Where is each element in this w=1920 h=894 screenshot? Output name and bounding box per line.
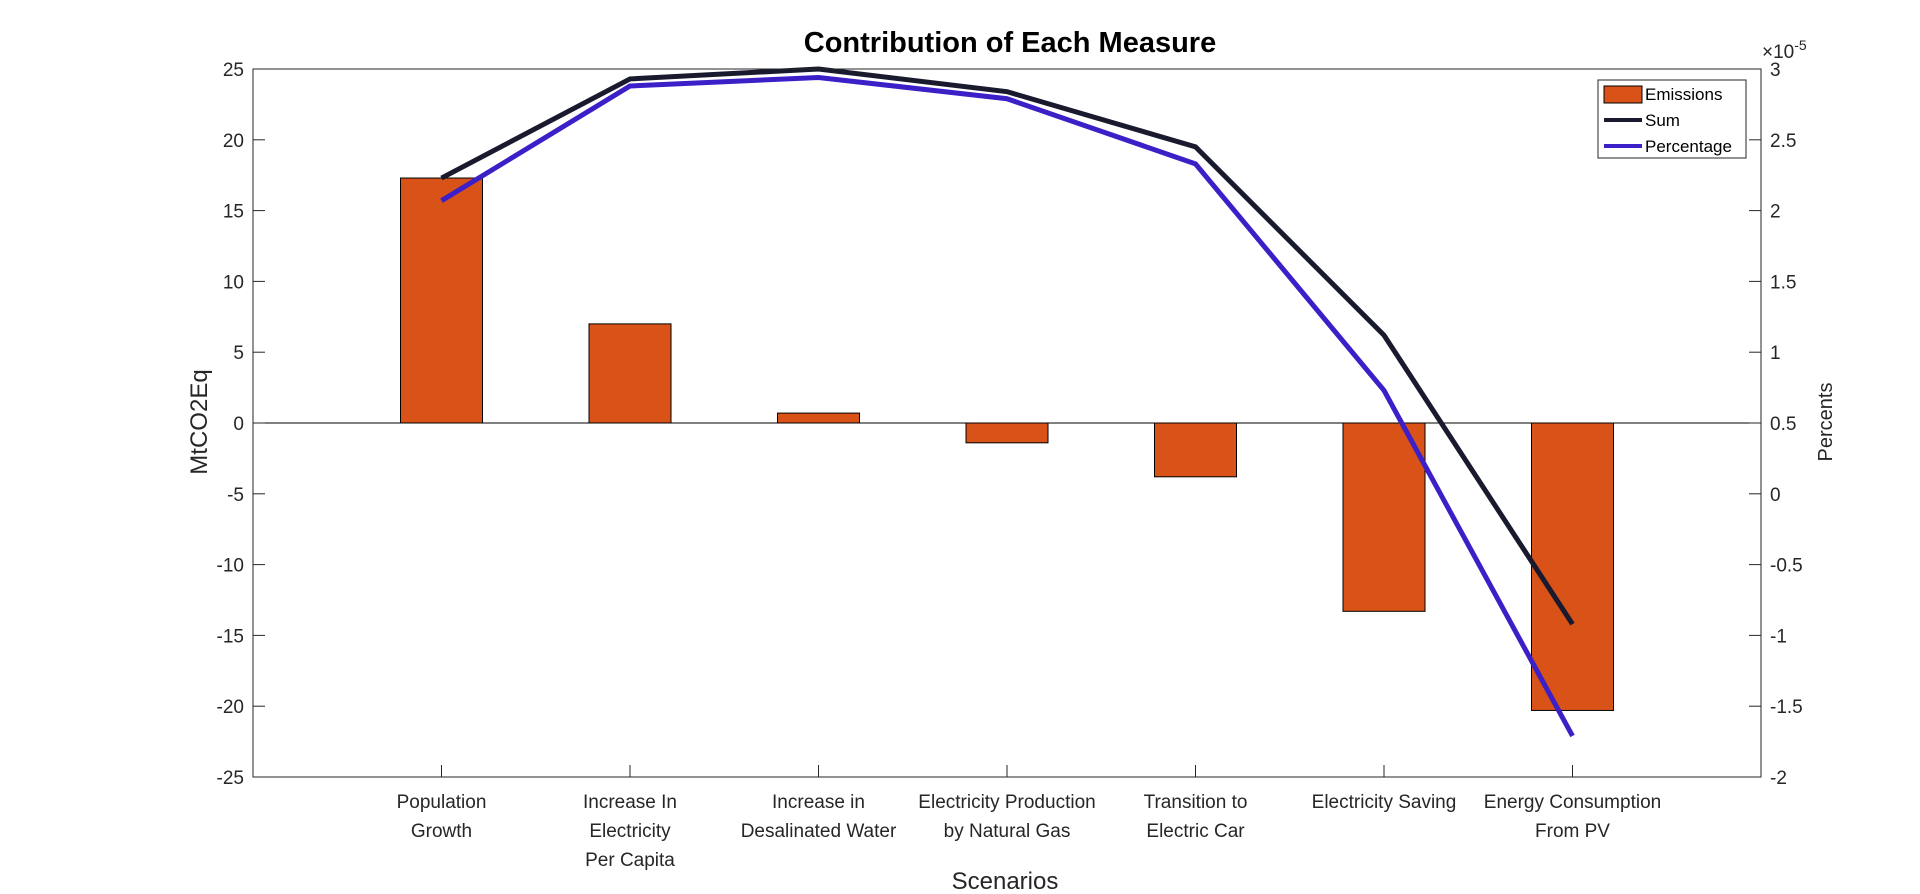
y-tick-label-3: 10 [223, 272, 244, 293]
legend-swatch-emissions [1603, 85, 1643, 104]
y-tick-label-5: 0 [233, 414, 244, 435]
x-tick-label-1: Increase In Electricity Per Capita [583, 792, 677, 871]
y2-tick-label-6: 0 [1770, 485, 1781, 506]
legend-label-percentage: Percentage [1645, 137, 1732, 156]
x-tick-label-line: Electricity Saving [1312, 792, 1457, 813]
legend: Emissions Sum Percentage [1597, 79, 1747, 159]
y2-tick-label-1: 2.5 [1770, 131, 1796, 152]
x-tick-label-line: Population [397, 792, 487, 813]
bar-3 [965, 422, 1049, 444]
y2-tick-label-9: -1.5 [1770, 697, 1803, 718]
y-tick-label-9: -20 [217, 697, 244, 718]
x-tick-label-line: Energy Consumption [1484, 792, 1661, 813]
y2-tick-label-8: -1 [1770, 626, 1787, 647]
y2-exponent-label: ×10-5 [1762, 37, 1807, 63]
bar-6 [1531, 422, 1614, 711]
x-tick-label-2: Increase in Desalinated Water [741, 792, 897, 842]
line-percentage [440, 74, 1575, 738]
y2-tick-label-0: 3 [1770, 60, 1781, 81]
x-tick-label-line: From PV [1535, 821, 1610, 842]
x-tick-label-line: Per Capita [585, 850, 675, 871]
y-tick-label-8: -15 [217, 626, 244, 647]
x-tick-label-4: Transition to Electric Car [1144, 792, 1248, 842]
x-tick-label-line: Increase In [583, 792, 677, 813]
y-tick-label-2: 15 [223, 202, 244, 223]
y-tick-label-0: 25 [223, 60, 244, 81]
legend-label-sum: Sum [1645, 111, 1680, 130]
x-tick-label-line: Transition to [1144, 792, 1248, 813]
y-tick-label-6: -5 [227, 485, 244, 506]
x-tick-label-6: Energy Consumption From PV [1484, 792, 1661, 842]
x-tick-label-5: Electricity Saving [1312, 792, 1457, 813]
y2-tick-label-5: 0.5 [1770, 414, 1796, 435]
x-tick-label-0: Population Growth [397, 792, 487, 842]
bar-2 [777, 412, 860, 424]
x-tick-label-line: Electric Car [1146, 821, 1245, 842]
x-tick-label-line: Electricity [589, 821, 671, 842]
x-tick-label-3: Electricity Production by Natural Gas [918, 792, 1095, 842]
y-axis-label: MtCO2Eq [186, 369, 213, 474]
x-axis-label: Scenarios [952, 868, 1059, 894]
right-axis: 3 2.5 2 1.5 1 0.5 0 -0.5 -1 -1.5 -2 [1749, 60, 1803, 789]
y-tick-label-10: -25 [217, 768, 244, 789]
bar-0 [400, 177, 483, 424]
y2-tick-label-10: -2 [1770, 768, 1787, 789]
y2-tick-label-4: 1 [1770, 343, 1781, 364]
x-tick-label-line: by Natural Gas [944, 821, 1071, 842]
line-sum [440, 66, 1575, 626]
bar-4 [1154, 422, 1237, 478]
y2-tick-label-2: 2 [1770, 202, 1781, 223]
y2-axis-label: Percents [1815, 383, 1837, 462]
bar-5 [1342, 422, 1426, 612]
y2-tick-label-3: 1.5 [1770, 272, 1796, 293]
x-tick-label-line: Growth [411, 821, 472, 842]
y-tick-label-4: 5 [233, 343, 244, 364]
left-axis: 25 20 15 10 5 0 -5 -10 -15 -20 -25 [217, 60, 265, 789]
y-tick-label-7: -10 [217, 556, 244, 577]
x-axis: Population Growth Increase In Electricity Pe… [397, 765, 1661, 871]
bars-layer [400, 177, 1614, 711]
bar-1 [588, 323, 672, 424]
x-tick-label-line: Desalinated Water [741, 821, 897, 842]
y2-tick-label-7: -0.5 [1770, 556, 1803, 577]
y-tick-label-1: 20 [223, 131, 244, 152]
lines-layer [440, 66, 1575, 738]
x-tick-label-line: Increase in [772, 792, 865, 813]
legend-label-emissions: Emissions [1645, 85, 1722, 104]
chart-title: Contribution of Each Measure [804, 27, 1216, 59]
x-tick-label-line: Electricity Production [918, 792, 1095, 813]
